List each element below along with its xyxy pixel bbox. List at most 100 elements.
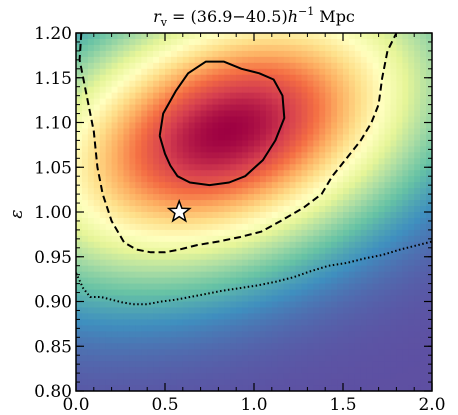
heatmap-cell (159, 289, 166, 297)
heatmap-cell (141, 325, 148, 332)
heatmap-cell (206, 158, 214, 165)
heatmap-cell (129, 223, 136, 231)
heatmap-cell (170, 116, 178, 124)
heatmap-cell (194, 200, 202, 207)
heatmap-cell (206, 152, 214, 159)
heatmap-cell (295, 104, 303, 112)
heatmap-cell (289, 170, 297, 177)
heatmap-cell (396, 116, 403, 124)
heatmap-cell (170, 50, 178, 58)
heatmap-cell (295, 253, 303, 261)
heatmap-cell (153, 295, 160, 303)
heatmap-cell (218, 80, 225, 88)
heatmap-cell (200, 104, 208, 112)
heatmap-cell (283, 331, 291, 338)
heatmap-cell (230, 80, 237, 88)
heatmap-cell (147, 241, 154, 249)
heatmap-cell (200, 44, 208, 52)
heatmap-cell (348, 223, 356, 231)
heatmap-cell (123, 355, 130, 362)
heatmap-cell (354, 38, 362, 46)
heatmap-cell (224, 182, 231, 189)
heatmap-cell (301, 349, 308, 356)
heatmap-cell (414, 307, 421, 315)
heatmap-cell (366, 33, 374, 40)
heatmap-cell (402, 68, 409, 76)
heatmap-cell (206, 122, 214, 130)
heatmap-cell (354, 253, 362, 261)
heatmap-cell (337, 235, 344, 243)
y-tick-label: 1.00 (34, 203, 72, 223)
heatmap-cell (76, 140, 83, 147)
heatmap-cell (402, 301, 409, 309)
heatmap-cell (218, 355, 225, 362)
heatmap-cell (153, 200, 160, 207)
heatmap-cell (283, 241, 291, 249)
heatmap-cell (200, 319, 208, 326)
heatmap-cell (360, 301, 368, 309)
heatmap-cell (360, 122, 368, 130)
heatmap-cell (420, 283, 427, 291)
heatmap-cell (224, 80, 231, 88)
heatmap-cell (188, 361, 196, 368)
heatmap-cell (301, 170, 308, 177)
heatmap-cell (396, 200, 403, 207)
heatmap-cell (337, 122, 344, 130)
heatmap-cell (384, 253, 392, 261)
heatmap-cell (200, 259, 208, 267)
heatmap-cell (337, 295, 344, 303)
heatmap-cell (218, 33, 225, 40)
heatmap-cell (402, 152, 409, 159)
heatmap-cell (319, 217, 326, 225)
heatmap-cell (129, 134, 136, 141)
heatmap-cell (182, 319, 190, 326)
heatmap-cell (117, 116, 125, 124)
heatmap-cell (325, 140, 332, 147)
heatmap-cell (271, 259, 279, 267)
heatmap-cell (242, 152, 249, 159)
heatmap-cell (248, 361, 255, 368)
heatmap-cell (188, 349, 196, 356)
heatmap-cell (188, 265, 196, 273)
heatmap-cell (129, 176, 136, 183)
heatmap-cell (176, 122, 184, 130)
heatmap-cell (384, 319, 392, 326)
heatmap-cell (378, 307, 386, 315)
heatmap-cell (165, 170, 172, 177)
heatmap-cell (182, 110, 190, 118)
heatmap-cell (390, 152, 397, 159)
heatmap-cell (366, 206, 374, 213)
heatmap-cell (200, 229, 208, 237)
heatmap-cell (289, 253, 297, 261)
heatmap-cell (76, 385, 83, 391)
heatmap-cell (117, 182, 125, 189)
heatmap-cell (224, 295, 231, 303)
heatmap-cell (105, 146, 113, 153)
heatmap-cell (372, 217, 380, 225)
heatmap-cell (402, 271, 409, 279)
heatmap-cell (105, 38, 113, 46)
heatmap-cell (182, 295, 190, 303)
heatmap-cell (117, 38, 125, 46)
heatmap-cell (87, 86, 95, 94)
heatmap-cell (426, 152, 432, 159)
heatmap-cell (188, 176, 196, 183)
heatmap-cell (408, 110, 415, 118)
heatmap-cell (188, 301, 196, 309)
heatmap-cell (218, 98, 225, 106)
heatmap-cell (277, 80, 285, 88)
heatmap-cell (360, 331, 368, 338)
heatmap-cell (301, 33, 308, 40)
heatmap-cell (224, 74, 231, 82)
heatmap-cell (111, 259, 119, 267)
heatmap-cell (259, 307, 267, 315)
heatmap-cell (396, 176, 403, 183)
heatmap-cell (348, 92, 356, 100)
heatmap-cell (277, 110, 285, 118)
heatmap-cell (165, 265, 172, 273)
heatmap-cell (153, 80, 160, 88)
heatmap-cell (378, 343, 386, 350)
heatmap-cell (105, 307, 113, 315)
heatmap-cell (159, 343, 166, 350)
heatmap-cell (111, 271, 119, 279)
